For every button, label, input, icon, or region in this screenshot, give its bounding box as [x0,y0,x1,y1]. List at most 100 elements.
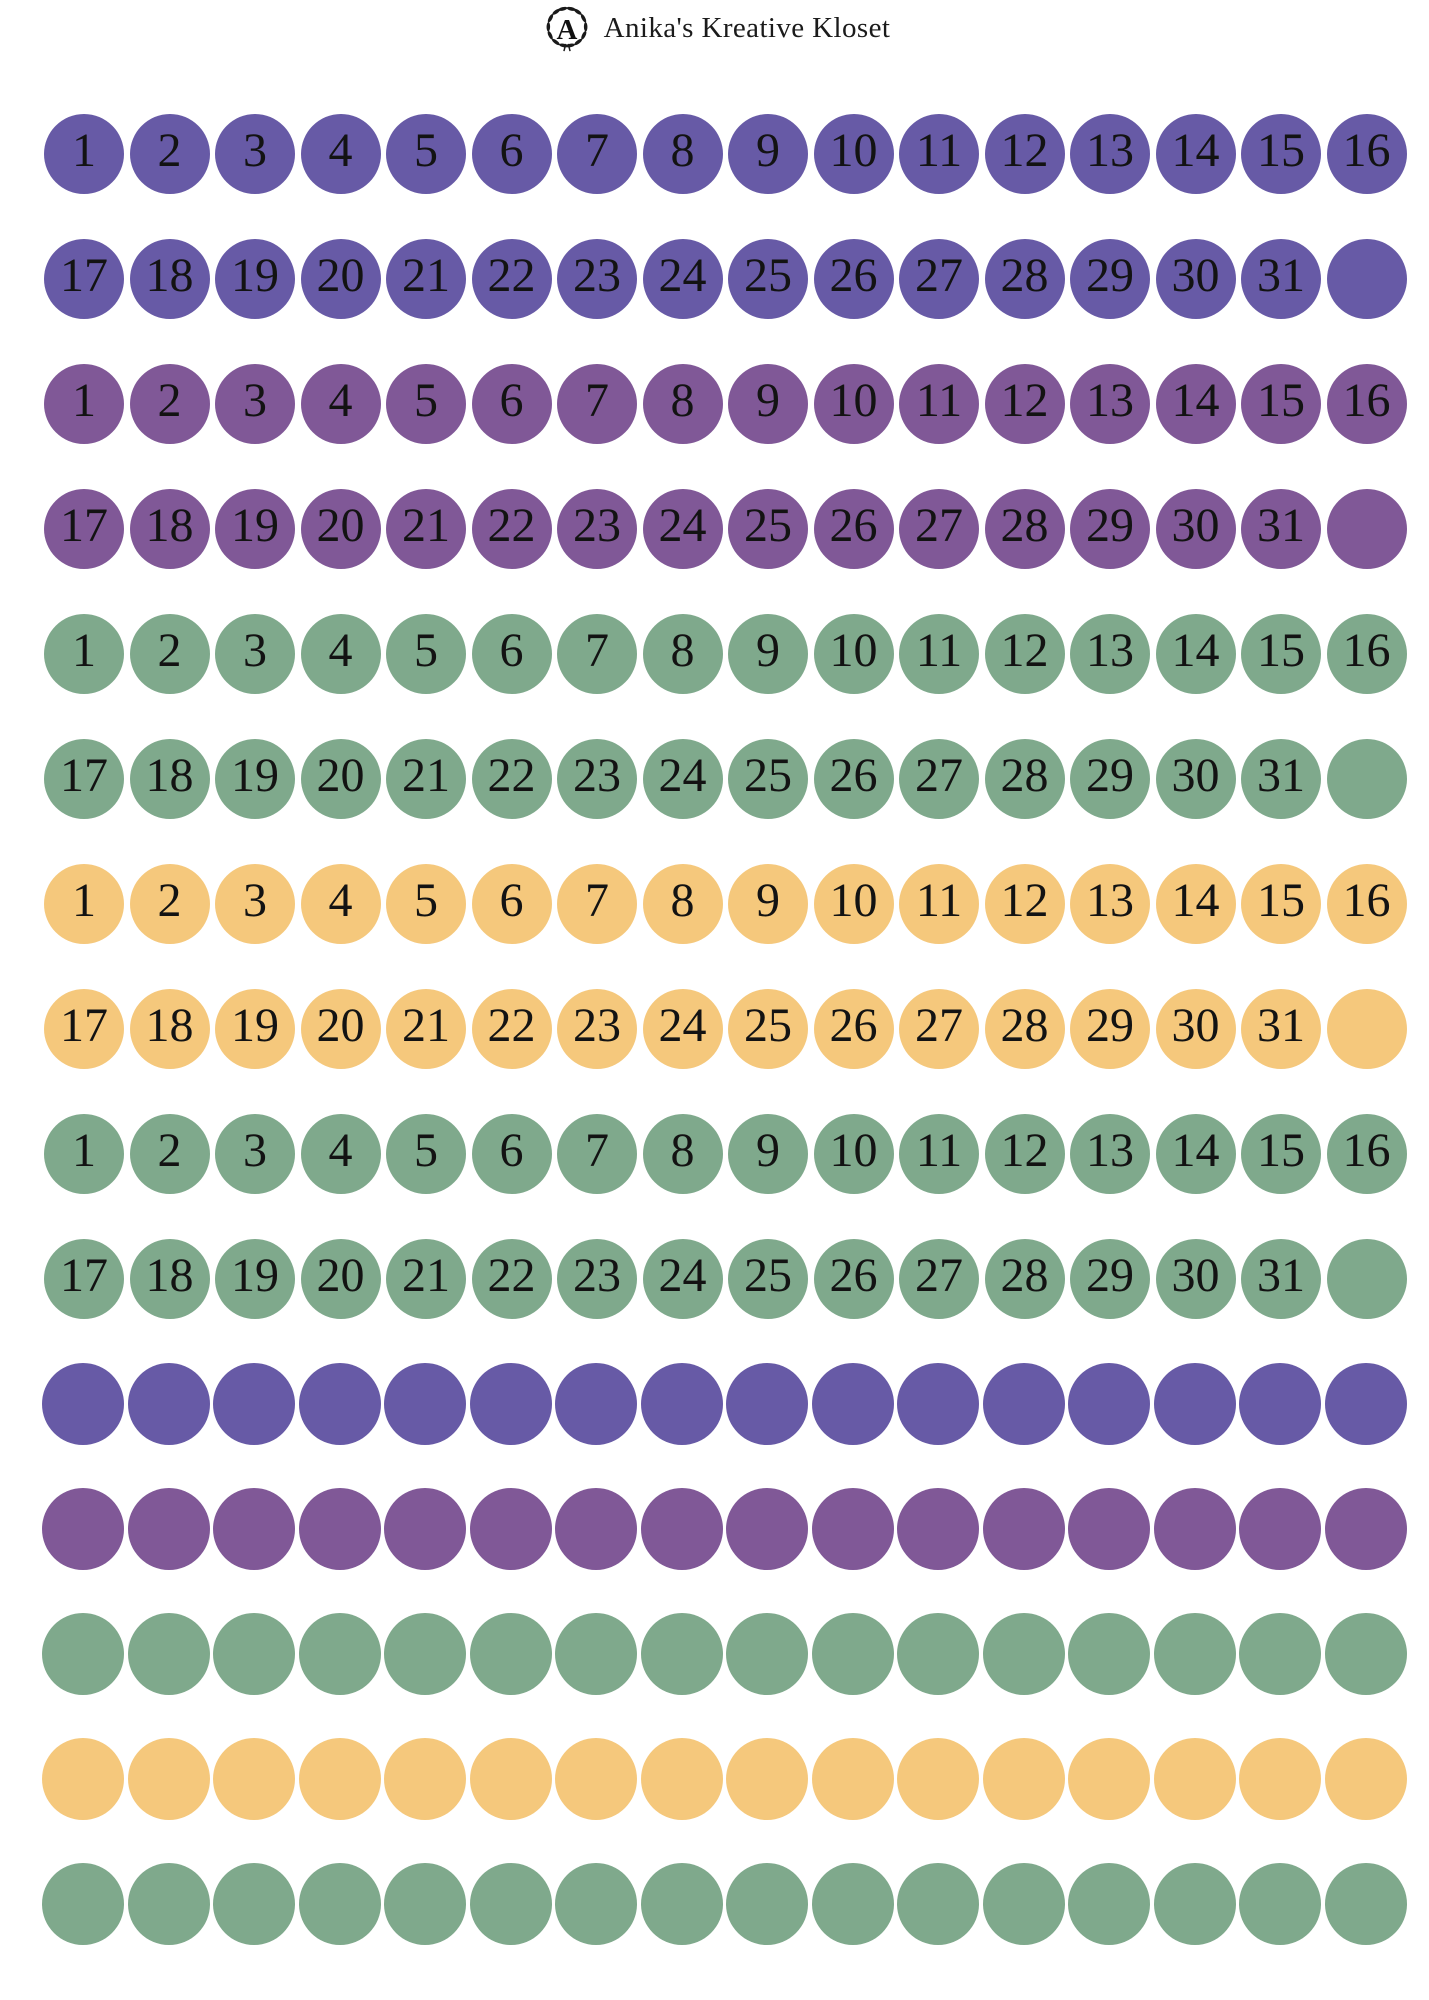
blank-sticker [42,1363,124,1445]
date-sticker-4: 4 [300,864,381,944]
date-sticker-12: 12 [984,614,1065,694]
blank-sticker [1326,489,1407,569]
blank-sticker [213,1363,295,1445]
sticker-row-1: 1 2 3 4 5 6 7 8 9 10 11 12 13 14 15 16 [44,114,1407,194]
date-sticker-27: 27 [899,489,979,569]
blank-sticker [42,1488,124,1570]
blank-sticker [1239,1738,1321,1820]
date-sticker-30: 30 [1155,989,1236,1069]
date-sticker-18: 18 [129,1239,210,1319]
date-sticker-9: 9 [728,614,808,694]
date-sticker-13: 13 [1070,364,1150,444]
date-sticker-3: 3 [215,864,295,944]
blank-sticker [298,1613,381,1695]
blank-sticker [1153,1488,1236,1570]
date-sticker-22: 22 [471,239,552,319]
date-sticker-4: 4 [300,114,381,194]
date-sticker-10: 10 [813,614,894,694]
date-sticker-1: 1 [44,364,124,444]
date-sticker-6: 6 [471,614,552,694]
blank-sticker [555,1738,637,1820]
date-sticker-18: 18 [129,489,210,569]
blank-sticker [640,1488,723,1570]
blank-sticker [897,1863,979,1945]
blank-sticker [640,1363,723,1445]
sticker-row-14 [42,1738,1407,1820]
blank-sticker [298,1488,381,1570]
date-sticker-6: 6 [471,364,552,444]
date-sticker-23: 23 [557,239,637,319]
date-sticker-14: 14 [1155,364,1236,444]
date-sticker-24: 24 [642,989,723,1069]
sticker-row-13 [42,1613,1407,1695]
sticker-row-8: 17 18 19 20 21 22 23 24 25 26 27 28 29 30 31 [44,989,1407,1069]
date-sticker-12: 12 [984,864,1065,944]
blank-sticker [127,1613,210,1695]
blank-sticker [982,1613,1065,1695]
sticker-row-3: 1 2 3 4 5 6 7 8 9 10 11 12 13 14 15 16 [44,364,1407,444]
blank-sticker [127,1488,210,1570]
blank-sticker [469,1613,552,1695]
date-sticker-13: 13 [1070,114,1150,194]
date-sticker-25: 25 [728,239,808,319]
date-sticker-3: 3 [215,364,295,444]
blank-sticker [640,1863,723,1945]
date-sticker-4: 4 [300,614,381,694]
blank-sticker [1239,1613,1321,1695]
blank-sticker [811,1863,894,1945]
blank-sticker [897,1738,979,1820]
date-sticker-27: 27 [899,989,979,1069]
date-sticker-22: 22 [471,489,552,569]
laurel-wreath-icon: A [546,6,588,52]
blank-sticker [1153,1613,1236,1695]
date-sticker-8: 8 [642,364,723,444]
date-sticker-12: 12 [984,114,1065,194]
date-sticker-25: 25 [728,989,808,1069]
date-sticker-6: 6 [471,114,552,194]
date-sticker-19: 19 [215,989,295,1069]
blank-sticker [298,1863,381,1945]
blank-sticker [555,1613,637,1695]
date-sticker-1: 1 [44,864,124,944]
date-sticker-7: 7 [557,614,637,694]
date-sticker-8: 8 [642,114,723,194]
blank-sticker [127,1363,210,1445]
date-sticker-8: 8 [642,1114,723,1194]
date-sticker-18: 18 [129,989,210,1069]
sticker-row-10: 17 18 19 20 21 22 23 24 25 26 27 28 29 30 31 [44,1239,1407,1319]
date-sticker-20: 20 [300,1239,381,1319]
date-sticker-23: 23 [557,1239,637,1319]
date-sticker-2: 2 [129,114,210,194]
date-sticker-14: 14 [1155,864,1236,944]
date-sticker-9: 9 [728,864,808,944]
blank-sticker [42,1613,124,1695]
blank-sticker [384,1488,466,1570]
brand-title: Anika's Kreative Kloset [603,11,891,44]
date-sticker-17: 17 [44,489,124,569]
blank-sticker [1153,1738,1236,1820]
date-sticker-29: 29 [1070,489,1150,569]
blank-sticker [1068,1863,1150,1945]
blank-sticker [127,1863,210,1945]
date-sticker-5: 5 [386,864,466,944]
date-sticker-14: 14 [1155,614,1236,694]
date-sticker-25: 25 [728,1239,808,1319]
blank-sticker [298,1363,381,1445]
blank-sticker [726,1738,808,1820]
blank-sticker [469,1863,552,1945]
blank-sticker [811,1488,894,1570]
date-sticker-14: 14 [1155,1114,1236,1194]
blank-sticker [1239,1363,1321,1445]
date-sticker-21: 21 [386,489,466,569]
date-sticker-24: 24 [642,1239,723,1319]
sticker-row-15 [42,1863,1407,1945]
date-sticker-26: 26 [813,739,894,819]
blank-sticker [726,1488,808,1570]
blank-sticker [555,1488,637,1570]
sticker-row-9: 1 2 3 4 5 6 7 8 9 10 11 12 13 14 15 16 [44,1114,1407,1194]
blank-sticker [982,1738,1065,1820]
date-sticker-10: 10 [813,114,894,194]
date-sticker-22: 22 [471,989,552,1069]
date-sticker-25: 25 [728,739,808,819]
blank-sticker [726,1613,808,1695]
